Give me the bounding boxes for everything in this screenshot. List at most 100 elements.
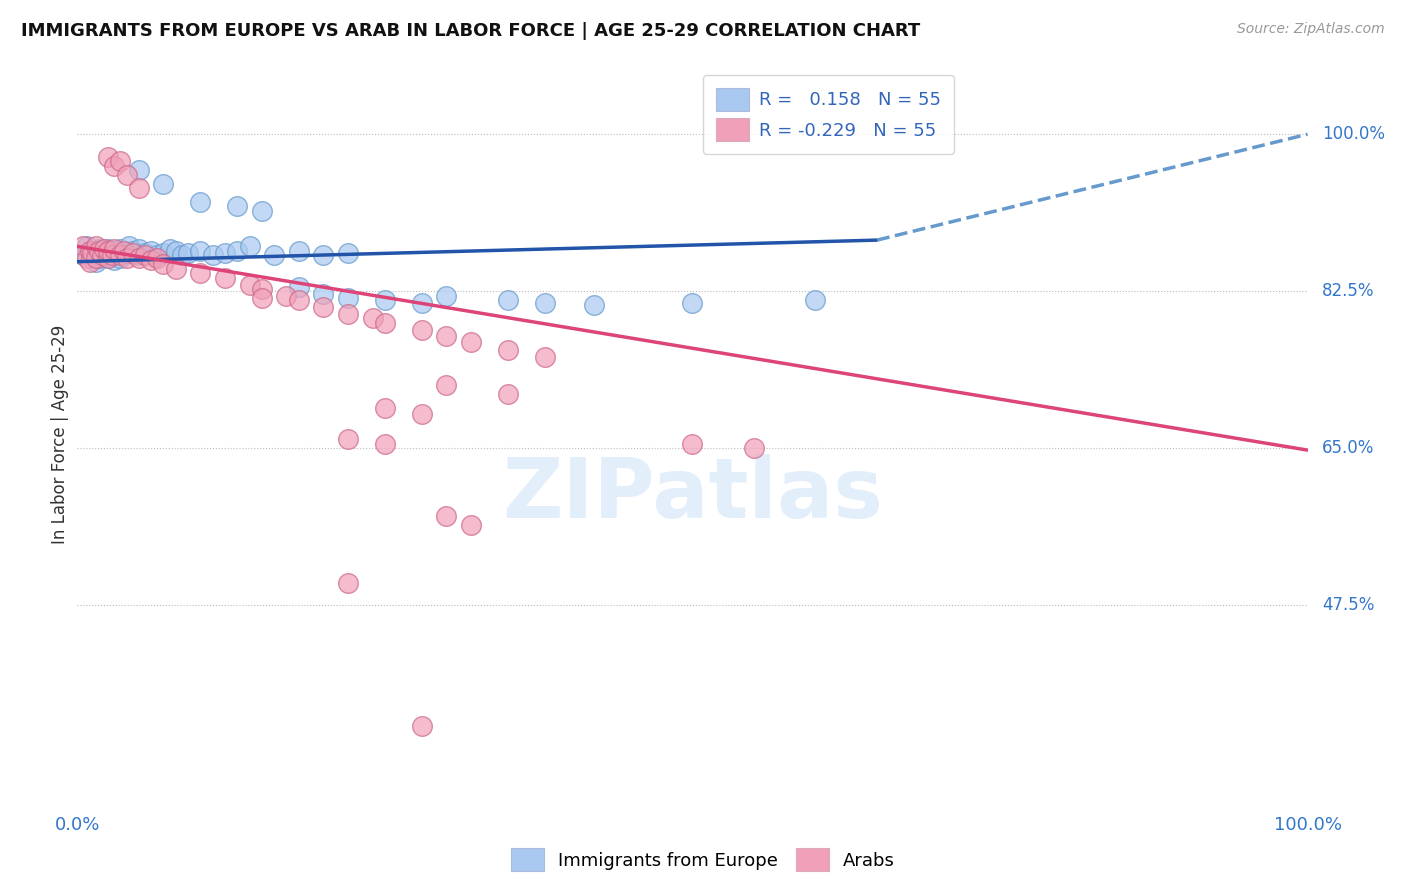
Point — [177, 245, 200, 260]
Point — [84, 251, 107, 265]
Point — [84, 245, 107, 260]
Point — [159, 242, 181, 256]
Point — [337, 291, 360, 305]
Point — [101, 248, 124, 262]
Legend: R =   0.158   N = 55, R = -0.229   N = 55: R = 0.158 N = 55, R = -0.229 N = 55 — [703, 75, 955, 154]
Point — [72, 239, 94, 253]
Point — [110, 251, 132, 265]
Point — [128, 181, 150, 195]
Point — [121, 244, 143, 258]
Point — [374, 401, 396, 415]
Point — [115, 245, 138, 260]
Text: 65.0%: 65.0% — [1323, 440, 1375, 458]
Text: 47.5%: 47.5% — [1323, 597, 1375, 615]
Point — [89, 242, 111, 256]
Point — [103, 244, 125, 258]
Point — [312, 248, 335, 262]
Point — [146, 248, 169, 262]
Point — [226, 199, 249, 213]
Text: Source: ZipAtlas.com: Source: ZipAtlas.com — [1237, 22, 1385, 37]
Point — [165, 261, 187, 276]
Point — [84, 254, 107, 268]
Point — [374, 437, 396, 451]
Point — [263, 248, 285, 262]
Point — [125, 248, 148, 262]
Point — [436, 378, 458, 392]
Point — [103, 242, 125, 256]
Point — [276, 289, 298, 303]
Point — [250, 282, 273, 296]
Point — [103, 252, 125, 267]
Point — [79, 254, 101, 268]
Point — [152, 257, 174, 271]
Text: 82.5%: 82.5% — [1323, 282, 1375, 301]
Point — [141, 244, 163, 258]
Point — [534, 296, 557, 310]
Point — [226, 244, 249, 258]
Point — [188, 266, 212, 280]
Point — [583, 298, 606, 312]
Point — [496, 387, 519, 401]
Point — [312, 300, 335, 314]
Point — [72, 248, 94, 262]
Point — [239, 239, 262, 253]
Point — [682, 437, 704, 451]
Point — [97, 150, 120, 164]
Point — [337, 575, 360, 590]
Point — [110, 242, 132, 256]
Point — [214, 245, 236, 260]
Point — [288, 280, 311, 294]
Point — [337, 433, 360, 447]
Point — [115, 251, 138, 265]
Point — [76, 251, 98, 265]
Point — [534, 350, 557, 364]
Point — [82, 251, 104, 265]
Point — [121, 245, 143, 260]
Point — [411, 296, 433, 310]
Point — [374, 293, 396, 308]
Point — [214, 270, 236, 285]
Text: 100.0%: 100.0% — [1323, 125, 1385, 144]
Point — [141, 252, 163, 267]
Point — [84, 239, 107, 253]
Point — [134, 245, 156, 260]
Point — [76, 239, 98, 253]
Point — [239, 277, 262, 292]
Point — [288, 293, 311, 308]
Legend: Immigrants from Europe, Arabs: Immigrants from Europe, Arabs — [503, 841, 903, 879]
Point — [90, 248, 114, 262]
Point — [682, 296, 704, 310]
Point — [496, 293, 519, 308]
Point — [90, 244, 114, 258]
Point — [97, 242, 120, 256]
Point — [201, 248, 224, 262]
Point — [312, 287, 335, 301]
Point — [128, 163, 150, 178]
Point — [146, 251, 169, 265]
Point — [118, 239, 141, 253]
Y-axis label: In Labor Force | Age 25-29: In Labor Force | Age 25-29 — [51, 326, 69, 544]
Point — [411, 719, 433, 733]
Point — [134, 248, 156, 262]
Point — [97, 244, 120, 258]
Point — [152, 177, 174, 191]
Point — [89, 244, 111, 258]
Point — [188, 194, 212, 209]
Point — [97, 251, 120, 265]
Point — [337, 307, 360, 321]
Point — [110, 248, 132, 262]
Point — [460, 517, 482, 532]
Point — [496, 343, 519, 357]
Point — [436, 329, 458, 343]
Point — [250, 203, 273, 218]
Point — [188, 244, 212, 258]
Point — [82, 245, 104, 260]
Point — [89, 251, 111, 265]
Point — [165, 244, 187, 258]
Point — [101, 245, 124, 260]
Point — [128, 251, 150, 265]
Point — [742, 442, 765, 456]
Point — [804, 293, 827, 308]
Point — [128, 242, 150, 256]
Point — [411, 407, 433, 421]
